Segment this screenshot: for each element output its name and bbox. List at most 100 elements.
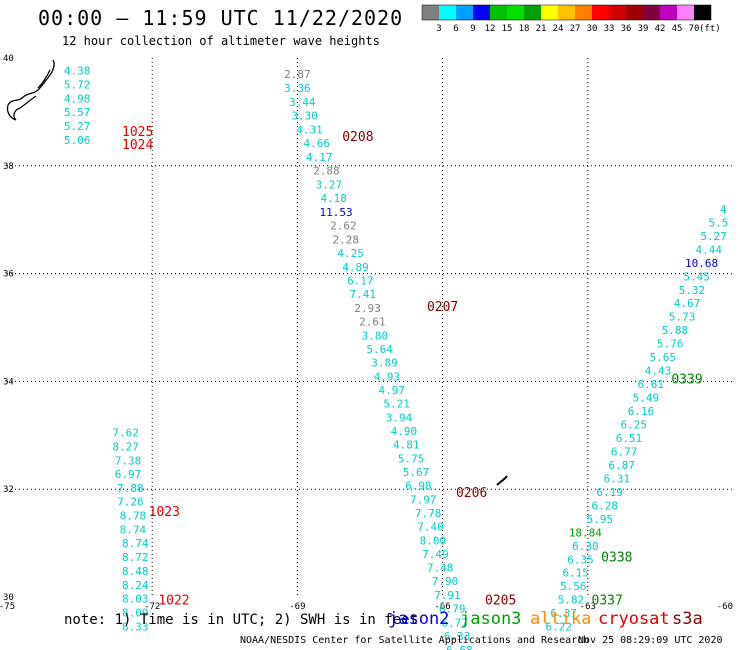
wave-height-point: 4.90 [391, 425, 418, 438]
pass-time-label: 0205 [485, 594, 516, 609]
wave-height-point: 4.43 [645, 365, 672, 378]
wave-height-point: 6.51 [616, 432, 643, 445]
wave-height-point: 7.38 [115, 455, 142, 468]
wave-height-point: 6.77 [441, 616, 468, 629]
wave-height-point: 6.31 [604, 472, 631, 485]
pass-time-label: 1023 [149, 505, 180, 520]
wave-height-point: 8.09 [122, 607, 149, 620]
legend-jason3: jason3 [460, 609, 522, 629]
wave-height-point: 8.33 [122, 621, 149, 634]
wave-height-point: 6.79 [439, 602, 466, 615]
wave-height-point: 4.17 [306, 151, 333, 164]
wave-height-point: 6.61 [637, 378, 664, 391]
pass-time-label: 0208 [342, 130, 373, 145]
colorbar-tick-label: 39 [638, 24, 649, 34]
track-1025: 4.385.724.985.575.275.06 [64, 64, 91, 147]
wave-height-point: 5.73 [669, 311, 696, 324]
colorbar-swatch [575, 5, 592, 20]
altimeter-tracks: 4.385.724.985.575.275.06 2.873.363.443.30… [64, 64, 728, 650]
pass-time-label: 0207 [427, 300, 458, 315]
wave-height-point: 3.89 [371, 357, 398, 370]
wave-height-point: 5.64 [366, 343, 393, 356]
wave-height-point: 4.25 [337, 247, 364, 260]
coastline-cape-cod [6, 59, 55, 121]
wave-height-point: 4.66 [304, 137, 331, 150]
colorbar-swatch [456, 5, 473, 20]
x-tick-label: -66 [434, 602, 450, 612]
credit-line: NOAA/NESDIS Center for Satellite Applica… [240, 635, 590, 646]
colorbar-swatch [660, 5, 677, 20]
colorbar-tick-label: 24 [553, 24, 564, 34]
wave-height-point: 6.35 [567, 553, 594, 566]
wave-height-point: 5.65 [650, 351, 677, 364]
wave-height-point: 4.89 [342, 261, 369, 274]
wave-height-point: 2.87 [284, 68, 311, 81]
x-tick-label: -63 [580, 602, 596, 612]
colorbar-tick-label: 27 [570, 24, 581, 34]
wave-height-point: 6.37 [550, 607, 577, 620]
track-0206: 8.007.497.487.907.916.796.776.336.68 [420, 534, 473, 650]
wave-height-point: 7.41 [349, 288, 376, 301]
grid-lines [7, 58, 733, 597]
wave-height-point: 4.18 [320, 192, 347, 205]
track-0208: 2.873.363.443.304.314.664.172.883.274.18… [284, 68, 376, 301]
wave-height-point: 7.90 [432, 575, 459, 588]
colorbar-tick-label: 70 [689, 24, 700, 34]
wave-height-point: 8.74 [120, 524, 147, 537]
wave-height-point: 6.19 [596, 486, 623, 499]
colorbar-tick-label: 15 [502, 24, 513, 34]
wave-height-point: 5.06 [64, 134, 91, 147]
colorbar-tick-label: 45 [672, 24, 683, 34]
pass-time-label: 1025 [122, 125, 153, 140]
wave-height-point: 4.97 [379, 384, 406, 397]
track-0339: 5.655.765.885.734.675.325.4510.684.445.2… [650, 203, 729, 364]
wave-height-point: 8.78 [120, 510, 147, 523]
wave-height-point: 11.53 [320, 206, 353, 219]
wave-height-point: 7.26 [117, 496, 144, 509]
pass-time-label: 1022 [158, 594, 189, 609]
colorbar-swatch [643, 5, 660, 20]
colorbar-tick-label: 30 [587, 24, 598, 34]
wave-height-point: 5.82 [558, 594, 585, 607]
wave-height-point: 6.33 [444, 630, 471, 643]
wave-height-point: 2.28 [333, 234, 360, 247]
colorbar-swatch [439, 5, 456, 20]
wave-height-point: 3.80 [362, 330, 389, 343]
wave-height-point: 5.67 [403, 466, 430, 479]
wave-height-point: 7.62 [112, 427, 139, 440]
colorbar-swatch [609, 5, 626, 20]
wave-height-point: 6.28 [591, 499, 618, 512]
colorbar-tick-label: 21 [536, 24, 547, 34]
pass-time-label: 0337 [592, 594, 623, 609]
pass-time-label: 1024 [122, 138, 153, 153]
wave-height-point: 7.91 [434, 589, 461, 602]
wave-height-point: 4.44 [696, 243, 723, 256]
wave-height-point: 10.68 [685, 257, 718, 270]
wave-height-point: 6.68 [446, 644, 473, 650]
track-0338: 6.226.375.825.566.156.356.3018.845.956.2… [546, 365, 672, 634]
wave-height-point: 6.98 [405, 479, 432, 492]
wave-height-point: 2.93 [354, 302, 381, 315]
footer-note: note: 1) Time is in UTC; 2) SWH is in fe… [64, 612, 419, 628]
wave-height-point: 4.67 [674, 297, 701, 310]
wave-height-point: 5.76 [657, 338, 684, 351]
legend-altika: altika [530, 609, 592, 629]
wave-height-point: 6.15 [562, 567, 589, 580]
wave-height-point: 4.98 [64, 92, 91, 105]
track-1023: 7.628.277.386.977.887.268.788.748.748.72… [112, 427, 149, 579]
wave-height-point: 8.03 [122, 593, 149, 606]
coastline [6, 59, 508, 486]
colorbar-tick-label: 9 [470, 24, 475, 34]
x-tick-label: -69 [289, 602, 305, 612]
wave-height-point: 5.95 [587, 513, 614, 526]
wave-height-point: 2.61 [359, 316, 386, 329]
axis-tick-labels: -75 -72 -69 -66 -63 -60 30 32 34 36 38 40 [0, 54, 733, 612]
wave-height-point: 5.88 [662, 324, 689, 337]
wave-height-point: 2.88 [313, 165, 340, 178]
x-tick-label: -72 [144, 602, 160, 612]
wave-height-point: 3.36 [284, 82, 311, 95]
colorbar-swatch [490, 5, 507, 20]
coastline-bermuda [496, 475, 508, 486]
colorbar-frame [421, 4, 712, 21]
